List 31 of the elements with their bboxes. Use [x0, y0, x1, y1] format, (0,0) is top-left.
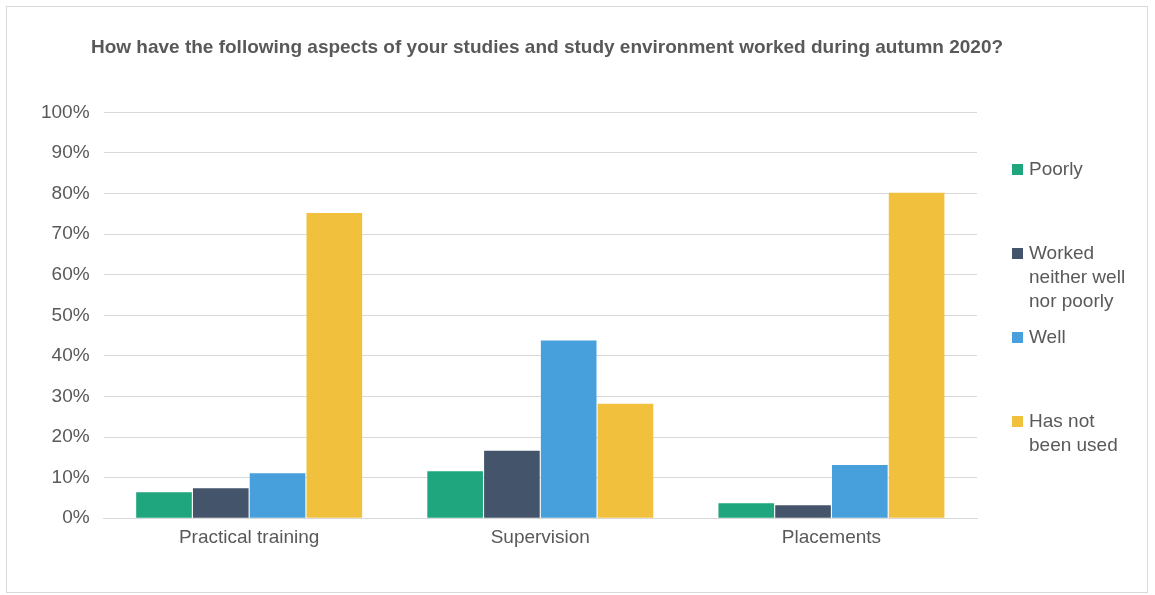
- bar: [249, 473, 306, 518]
- bar: [427, 471, 483, 518]
- bar: [192, 488, 249, 518]
- x-tick-label: Supervision: [490, 525, 590, 547]
- legend-label: Has not been used: [1029, 409, 1119, 457]
- bar: [597, 403, 654, 518]
- bar: [484, 450, 540, 518]
- y-tick-label: 50%: [51, 303, 90, 325]
- bar: [306, 213, 363, 518]
- x-tick-label: Practical training: [178, 525, 320, 547]
- y-tick-label: 90%: [51, 141, 90, 163]
- bar: [888, 192, 945, 518]
- bar: [540, 340, 597, 518]
- y-tick-label: 100%: [40, 100, 90, 122]
- bar: [136, 492, 192, 518]
- bar: [775, 505, 831, 518]
- bar: [832, 465, 888, 518]
- y-tick-label: 80%: [51, 181, 90, 203]
- legend-label: Well: [1029, 325, 1066, 349]
- chart-title: How have the following aspects of your studies and study environment worked during autumn 2020?: [89, 35, 1005, 59]
- y-tick-label: 10%: [51, 465, 90, 487]
- legend-label: Poorly: [1029, 157, 1083, 181]
- y-tick-label: 0%: [62, 506, 90, 528]
- bar: [718, 503, 775, 518]
- y-tick-label: 20%: [51, 425, 90, 447]
- y-tick-label: 70%: [51, 222, 90, 244]
- y-tick-label: 40%: [51, 344, 90, 366]
- y-tick-label: 60%: [51, 262, 90, 284]
- y-tick-label: 30%: [51, 384, 90, 406]
- x-tick-label: Placements: [781, 525, 882, 547]
- legend-label: Worked neither well nor poorly: [1029, 241, 1127, 313]
